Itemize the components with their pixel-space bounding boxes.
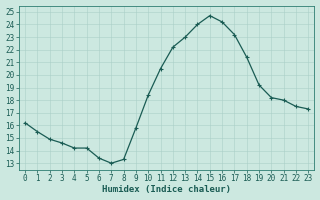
X-axis label: Humidex (Indice chaleur): Humidex (Indice chaleur) <box>102 185 231 194</box>
